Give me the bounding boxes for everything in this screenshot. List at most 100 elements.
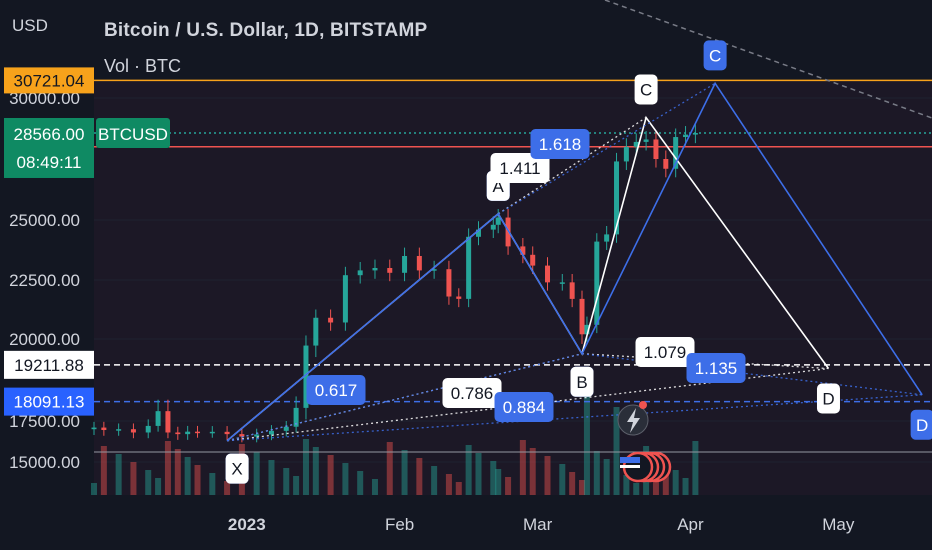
volume-label[interactable]: Vol · BTC	[104, 56, 182, 76]
candle-body[interactable]	[155, 411, 161, 426]
candle-body[interactable]	[559, 282, 565, 284]
white-ratio-label: 1.411	[499, 159, 540, 178]
candle-body[interactable]	[490, 224, 496, 230]
candle-body[interactable]	[224, 431, 230, 435]
white-point-D-box[interactable]	[816, 383, 840, 414]
pattern-ratio-line	[581, 353, 829, 370]
candle-body[interactable]	[653, 139, 659, 159]
volume-bar	[145, 470, 152, 495]
candle-body[interactable]	[495, 217, 501, 225]
candle-body[interactable]	[357, 270, 363, 276]
candle-body[interactable]	[466, 236, 472, 299]
lightning-bolt-icon	[627, 408, 640, 433]
y-tick-label: 20000.00	[9, 330, 80, 349]
candle-body[interactable]	[692, 132, 698, 135]
blue-ratio-label-box[interactable]	[530, 129, 590, 159]
candle-body[interactable]	[165, 411, 171, 433]
blue-ratio-label-box[interactable]	[306, 375, 366, 405]
candle-body[interactable]	[673, 137, 679, 169]
chart-title[interactable]: Bitcoin / U.S. Dollar, 1D, BITSTAMP	[104, 20, 428, 41]
candle-body[interactable]	[303, 345, 309, 408]
candle-body[interactable]	[475, 229, 481, 237]
white-ratio-label-box[interactable]	[490, 153, 550, 183]
volume-bar	[184, 457, 191, 495]
candle-body[interactable]	[643, 139, 649, 142]
candle-body[interactable]	[195, 431, 201, 434]
symbol-tag-box[interactable]	[96, 117, 170, 148]
blue-point-D: D	[916, 416, 928, 435]
resistance-price-tag-box[interactable]	[4, 67, 94, 94]
white-point-D: D	[822, 390, 834, 409]
candle-body[interactable]	[505, 217, 511, 247]
volume-bar	[490, 461, 497, 495]
candle-body[interactable]	[387, 268, 393, 273]
blue-point-D-box[interactable]	[910, 409, 932, 440]
candle-body[interactable]	[175, 432, 181, 435]
candle-body[interactable]	[91, 427, 97, 430]
candle-body[interactable]	[446, 269, 452, 297]
volume-bar	[209, 473, 216, 495]
volume-bar	[623, 475, 630, 495]
x-tick-label: May	[822, 515, 855, 534]
candle-body[interactable]	[584, 324, 590, 335]
candle-body[interactable]	[185, 431, 191, 435]
x-tick-label: Apr	[677, 515, 704, 534]
white-point-C-box[interactable]	[634, 74, 658, 105]
blue-ratio-label: 1.618	[539, 135, 582, 154]
candle-body[interactable]	[313, 317, 319, 346]
volume-bar	[465, 445, 472, 495]
white-point-B-box[interactable]	[570, 366, 594, 397]
pattern-ratio-line	[497, 82, 716, 215]
candle-body[interactable]	[101, 427, 107, 431]
volume-bar	[613, 407, 620, 495]
candle-body[interactable]	[416, 256, 422, 271]
blue-ratio-label: 0.617	[315, 381, 358, 400]
horizontal-levels	[94, 0, 932, 453]
last-price-tag-box[interactable]	[4, 117, 94, 178]
candle-body[interactable]	[614, 161, 620, 235]
candle-body[interactable]	[328, 317, 334, 323]
candle-body[interactable]	[254, 434, 260, 437]
candle-body[interactable]	[268, 430, 274, 435]
candle-body[interactable]	[594, 241, 600, 325]
candle-body[interactable]	[342, 275, 348, 323]
us-flag-canton-icon	[620, 457, 640, 463]
candle-body[interactable]	[604, 234, 610, 242]
y-tick-label: 17500.00	[9, 412, 80, 431]
candle-body[interactable]	[402, 256, 408, 273]
candle-body[interactable]	[530, 254, 536, 266]
candle-body[interactable]	[372, 268, 378, 271]
blue-ratio-label-box[interactable]	[686, 353, 746, 383]
candle-body[interactable]	[579, 298, 585, 335]
volume-bar	[100, 446, 107, 495]
candle-body[interactable]	[283, 426, 289, 431]
white-ratio-label-box[interactable]	[442, 378, 502, 408]
blue-level-tag-box[interactable]	[4, 387, 94, 416]
candle-body[interactable]	[663, 159, 669, 169]
candle-body[interactable]	[623, 146, 629, 162]
volume-bar	[224, 481, 231, 495]
white-ratio-label-box[interactable]	[635, 337, 695, 367]
candle-body[interactable]	[145, 425, 151, 433]
candle-body[interactable]	[239, 434, 245, 437]
candle-body[interactable]	[633, 141, 639, 147]
candle-body[interactable]	[130, 429, 136, 433]
candle-body[interactable]	[569, 282, 575, 299]
volume-bar	[386, 442, 393, 495]
candle-body[interactable]	[209, 431, 215, 434]
white-level-tag-box[interactable]	[4, 350, 94, 379]
candle-body[interactable]	[545, 265, 551, 283]
blue-point-C-box[interactable]	[703, 40, 727, 71]
y-tick-label: 25000.00	[9, 211, 80, 230]
candle-body[interactable]	[683, 134, 689, 138]
white-point-X-box[interactable]	[225, 453, 249, 484]
blue-ratio-label-box[interactable]	[494, 392, 554, 422]
candle-body[interactable]	[456, 296, 462, 299]
trend-line[interactable]	[604, 0, 932, 119]
candle-body[interactable]	[431, 269, 437, 271]
candle-body[interactable]	[293, 407, 299, 427]
candle-body[interactable]	[116, 429, 122, 431]
candle-body[interactable]	[520, 246, 526, 255]
notification-dot-icon	[639, 401, 647, 409]
